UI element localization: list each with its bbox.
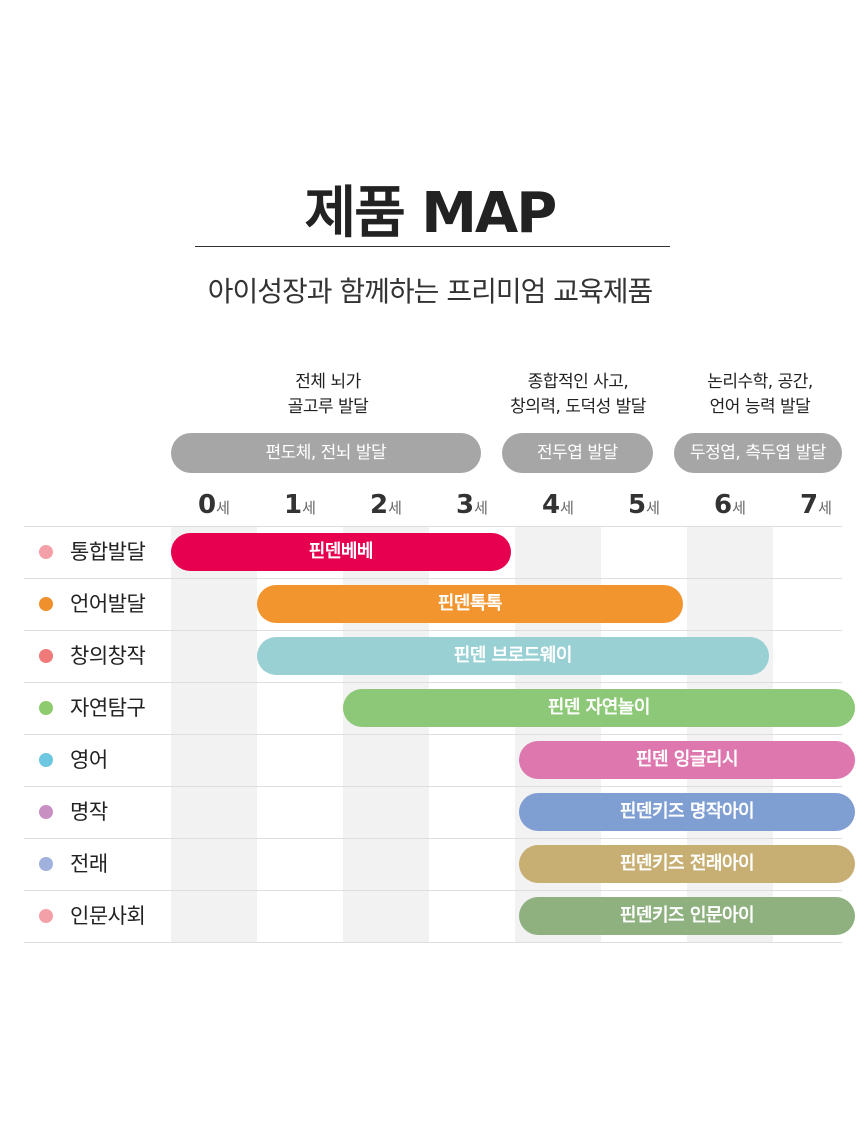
category-label: 자연탐구 — [70, 696, 146, 720]
category-dot — [39, 857, 53, 871]
stage-description-2: 종합적인 사고, 창의력, 도덕성 발달 — [510, 372, 646, 417]
category-dot — [39, 909, 53, 923]
category-label: 전래 — [70, 852, 108, 876]
product-bar[interactable]: 핀덴키즈 명작아이 — [519, 793, 855, 831]
stage-description-3: 논리수학, 공간, 언어 능력 발달 — [707, 372, 813, 417]
category-dot — [39, 701, 53, 715]
row-divider — [24, 578, 842, 579]
age-unit: 세 — [474, 499, 488, 517]
age-unit: 세 — [388, 499, 402, 517]
category-dot — [39, 753, 53, 767]
age-unit: 세 — [646, 499, 660, 517]
row-divider — [24, 942, 842, 943]
page-subtitle: 아이성장과 함께하는 프리미엄 교육제품 — [207, 275, 654, 308]
stage-pill: 전두엽 발달 — [502, 433, 653, 473]
age-unit: 세 — [216, 499, 230, 517]
row-divider — [24, 526, 842, 527]
age-label: 2세 — [343, 490, 429, 520]
product-bar[interactable]: 핀덴키즈 전래아이 — [519, 845, 855, 883]
category-dot — [39, 805, 53, 819]
age-number: 3 — [456, 490, 475, 520]
age-unit: 세 — [560, 499, 574, 517]
row-divider — [24, 734, 842, 735]
age-unit: 세 — [302, 499, 316, 517]
age-label: 1세 — [257, 490, 343, 520]
age-number: 4 — [542, 490, 561, 520]
age-label: 3세 — [429, 490, 515, 520]
row-divider — [24, 682, 842, 683]
age-unit: 세 — [732, 499, 746, 517]
age-label: 4세 — [515, 490, 601, 520]
age-unit: 세 — [818, 499, 832, 517]
stage-pill: 편도체, 전뇌 발달 — [171, 433, 481, 473]
stage-pill: 두정엽, 측두엽 발달 — [674, 433, 842, 473]
row-divider — [24, 838, 842, 839]
category-label: 명작 — [70, 800, 108, 824]
age-number: 7 — [800, 490, 819, 520]
product-bar[interactable]: 핀덴베베 — [171, 533, 511, 571]
product-bar[interactable]: 핀덴 잉글리시 — [519, 741, 855, 779]
age-number: 6 — [714, 490, 733, 520]
page-title: 제품 MAP — [304, 181, 558, 246]
row-divider — [24, 786, 842, 787]
category-label: 영어 — [70, 748, 108, 772]
age-label: 5세 — [601, 490, 687, 520]
category-dot — [39, 545, 53, 559]
product-bar[interactable]: 핀덴 자연놀이 — [343, 689, 855, 727]
title-divider — [195, 246, 670, 247]
category-label: 인문사회 — [70, 904, 146, 928]
category-label: 통합발달 — [70, 540, 146, 564]
age-number: 2 — [370, 490, 389, 520]
age-label: 6세 — [687, 490, 773, 520]
age-number: 1 — [284, 490, 303, 520]
product-bar[interactable]: 핀덴키즈 인문아이 — [519, 897, 855, 935]
category-dot — [39, 597, 53, 611]
age-number: 0 — [198, 490, 217, 520]
row-divider — [24, 890, 842, 891]
row-divider — [24, 630, 842, 631]
product-bar[interactable]: 핀덴 브로드웨이 — [257, 637, 769, 675]
age-number: 5 — [628, 490, 647, 520]
stage-description-1: 전체 뇌가 골고루 발달 — [287, 372, 369, 417]
category-dot — [39, 649, 53, 663]
category-label: 창의창작 — [70, 644, 146, 668]
age-label: 0세 — [171, 490, 257, 520]
category-label: 언어발달 — [70, 592, 146, 616]
product-bar[interactable]: 핀덴톡톡 — [257, 585, 683, 623]
age-label: 7세 — [773, 490, 859, 520]
